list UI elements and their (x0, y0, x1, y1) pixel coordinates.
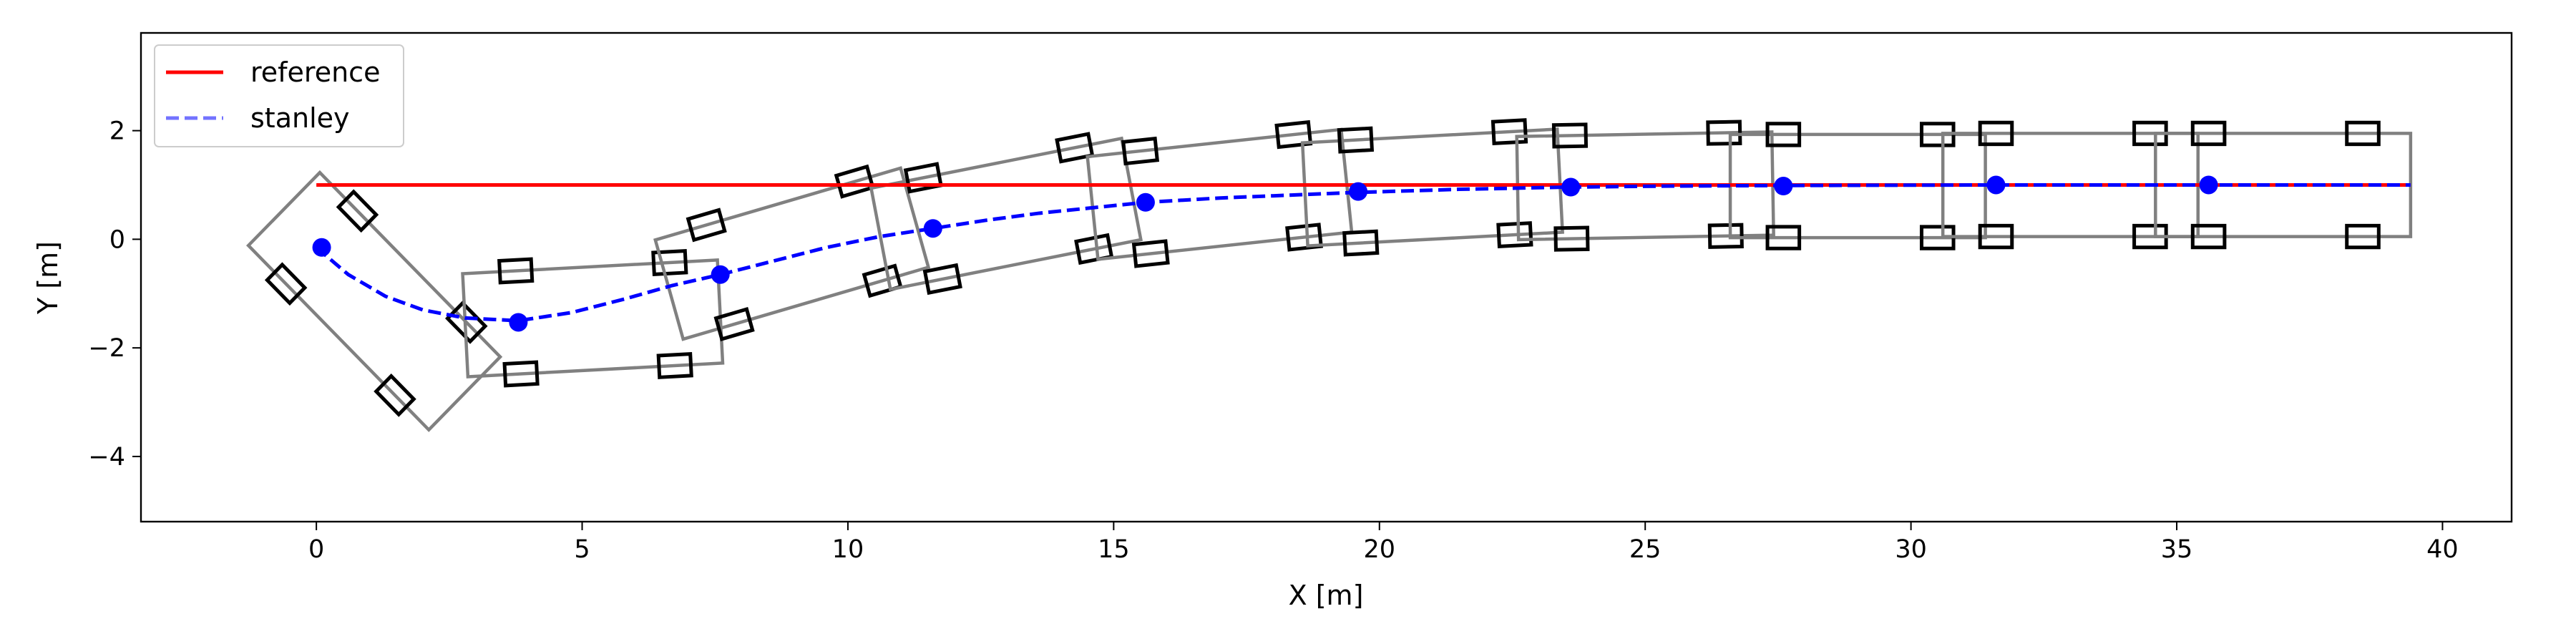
x-tick-label: 0 (308, 535, 324, 564)
marker-layer (312, 175, 2218, 332)
vehicle-position-marker (2199, 175, 2218, 195)
vehicle-wheel (502, 360, 540, 388)
x-axis-title: X [m] (1289, 580, 1364, 611)
vehicle-wheel (903, 162, 943, 194)
vehicle-wheel (497, 257, 535, 285)
vehicle-position-marker (312, 238, 331, 257)
y-axis-title: Y [m] (32, 241, 64, 315)
x-tick-label: 35 (2161, 535, 2193, 564)
vehicle-wheel (686, 208, 727, 243)
vehicle-wheel (651, 248, 688, 276)
x-tick-label: 20 (1364, 535, 1396, 564)
vehicle-body (1515, 130, 1775, 242)
vehicle-position-marker (923, 219, 942, 238)
vehicle-wheel (713, 307, 755, 341)
vehicle-wheel (1765, 225, 1802, 250)
y-tick-label: −4 (88, 443, 125, 472)
vehicle-position-marker (1561, 177, 1581, 197)
legend: reference stanley (154, 44, 404, 147)
vehicle-wheel (1978, 223, 2014, 250)
vehicle-body (653, 166, 931, 341)
y-tick-label: 0 (109, 225, 125, 254)
vehicle-position-marker (1986, 175, 2006, 195)
x-tick-label: 15 (1098, 535, 1130, 564)
vehicle-wheel (1496, 221, 1533, 249)
vehicle-wheel (1553, 225, 1590, 252)
vehicle-wheel (922, 263, 962, 296)
series-line-stanley (315, 182, 2411, 323)
vehicle-wheel (1131, 239, 1170, 268)
vehicle-wheel (1342, 229, 1380, 257)
vehicle-position-marker (1136, 192, 1155, 212)
plot-frame (140, 31, 2513, 523)
vehicle-wheel (264, 262, 308, 306)
vehicle-position-marker (1774, 177, 1793, 196)
vehicle-position-marker (509, 313, 528, 332)
vehicle-body (245, 170, 503, 432)
vehicle-wheel (445, 300, 488, 344)
vehicle-body (2154, 132, 2413, 238)
vehicle-wheel (2132, 223, 2168, 250)
x-axis: 0 5 10 15 20 25 30 35 40 (308, 522, 2459, 564)
x-tick-label: 10 (832, 535, 864, 564)
x-tick-label: 30 (1895, 535, 1927, 564)
vehicle-wheel (374, 373, 416, 417)
vehicle-wheel (834, 164, 875, 199)
vehicle-wheel (1274, 119, 1313, 150)
vehicle-wheel (1337, 126, 1375, 154)
vehicle-wheel (1707, 223, 1744, 249)
vehicle-position-marker (1349, 182, 1368, 201)
vehicle-body (461, 258, 725, 379)
vehicle-body (1300, 127, 1565, 248)
vehicle-wheel (1978, 120, 2014, 147)
y-tick-label: −2 (88, 334, 125, 363)
vehicle-wheel (2345, 120, 2381, 147)
vehicle-wheel (1765, 122, 1802, 147)
y-tick-label: 2 (109, 117, 125, 146)
x-tick-label: 5 (574, 535, 590, 564)
vehicle-position-marker (711, 265, 730, 284)
vehicle-wheel (2190, 120, 2227, 147)
vehicle-wheel (1919, 225, 1956, 250)
vehicle-wheel (1055, 132, 1095, 164)
vehicle-wheel (2345, 223, 2381, 250)
vehicle-wheel (1285, 223, 1324, 252)
vehicle-layer (245, 118, 2413, 432)
vehicle-wheel (336, 189, 379, 233)
vehicle-wheel (656, 351, 693, 379)
x-tick-label: 25 (1629, 535, 1662, 564)
vehicle-wheel (1551, 122, 1589, 149)
y-axis: −4 −2 0 2 (88, 117, 141, 472)
vehicle-wheel (1121, 136, 1160, 166)
legend-label-stanley: stanley (250, 102, 350, 134)
vehicle-body (869, 136, 1143, 292)
x-tick-label: 40 (2426, 535, 2459, 564)
vehicle-wheel (2190, 223, 2227, 250)
legend-label-reference: reference (250, 57, 380, 88)
